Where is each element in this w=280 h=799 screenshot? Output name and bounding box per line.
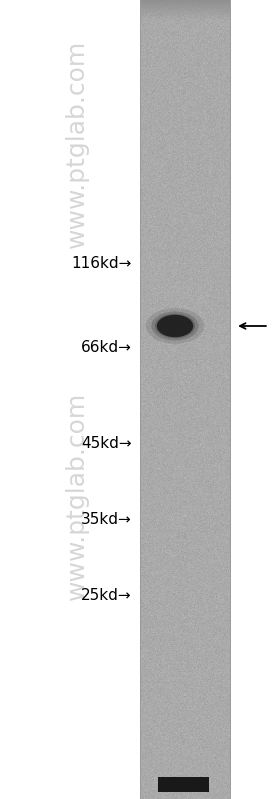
Text: 45kd→: 45kd→ bbox=[81, 436, 132, 451]
Text: 116kd→: 116kd→ bbox=[71, 256, 132, 271]
Ellipse shape bbox=[146, 308, 204, 344]
Ellipse shape bbox=[157, 315, 193, 337]
Ellipse shape bbox=[155, 314, 195, 338]
Text: 25kd→: 25kd→ bbox=[81, 588, 132, 602]
Ellipse shape bbox=[151, 312, 199, 340]
Text: www.ptglab.com: www.ptglab.com bbox=[65, 392, 89, 599]
Bar bbox=[158, 777, 209, 792]
Text: 35kd→: 35kd→ bbox=[81, 512, 132, 527]
Text: 66kd→: 66kd→ bbox=[81, 340, 132, 355]
Text: www.ptglab.com: www.ptglab.com bbox=[65, 40, 89, 248]
